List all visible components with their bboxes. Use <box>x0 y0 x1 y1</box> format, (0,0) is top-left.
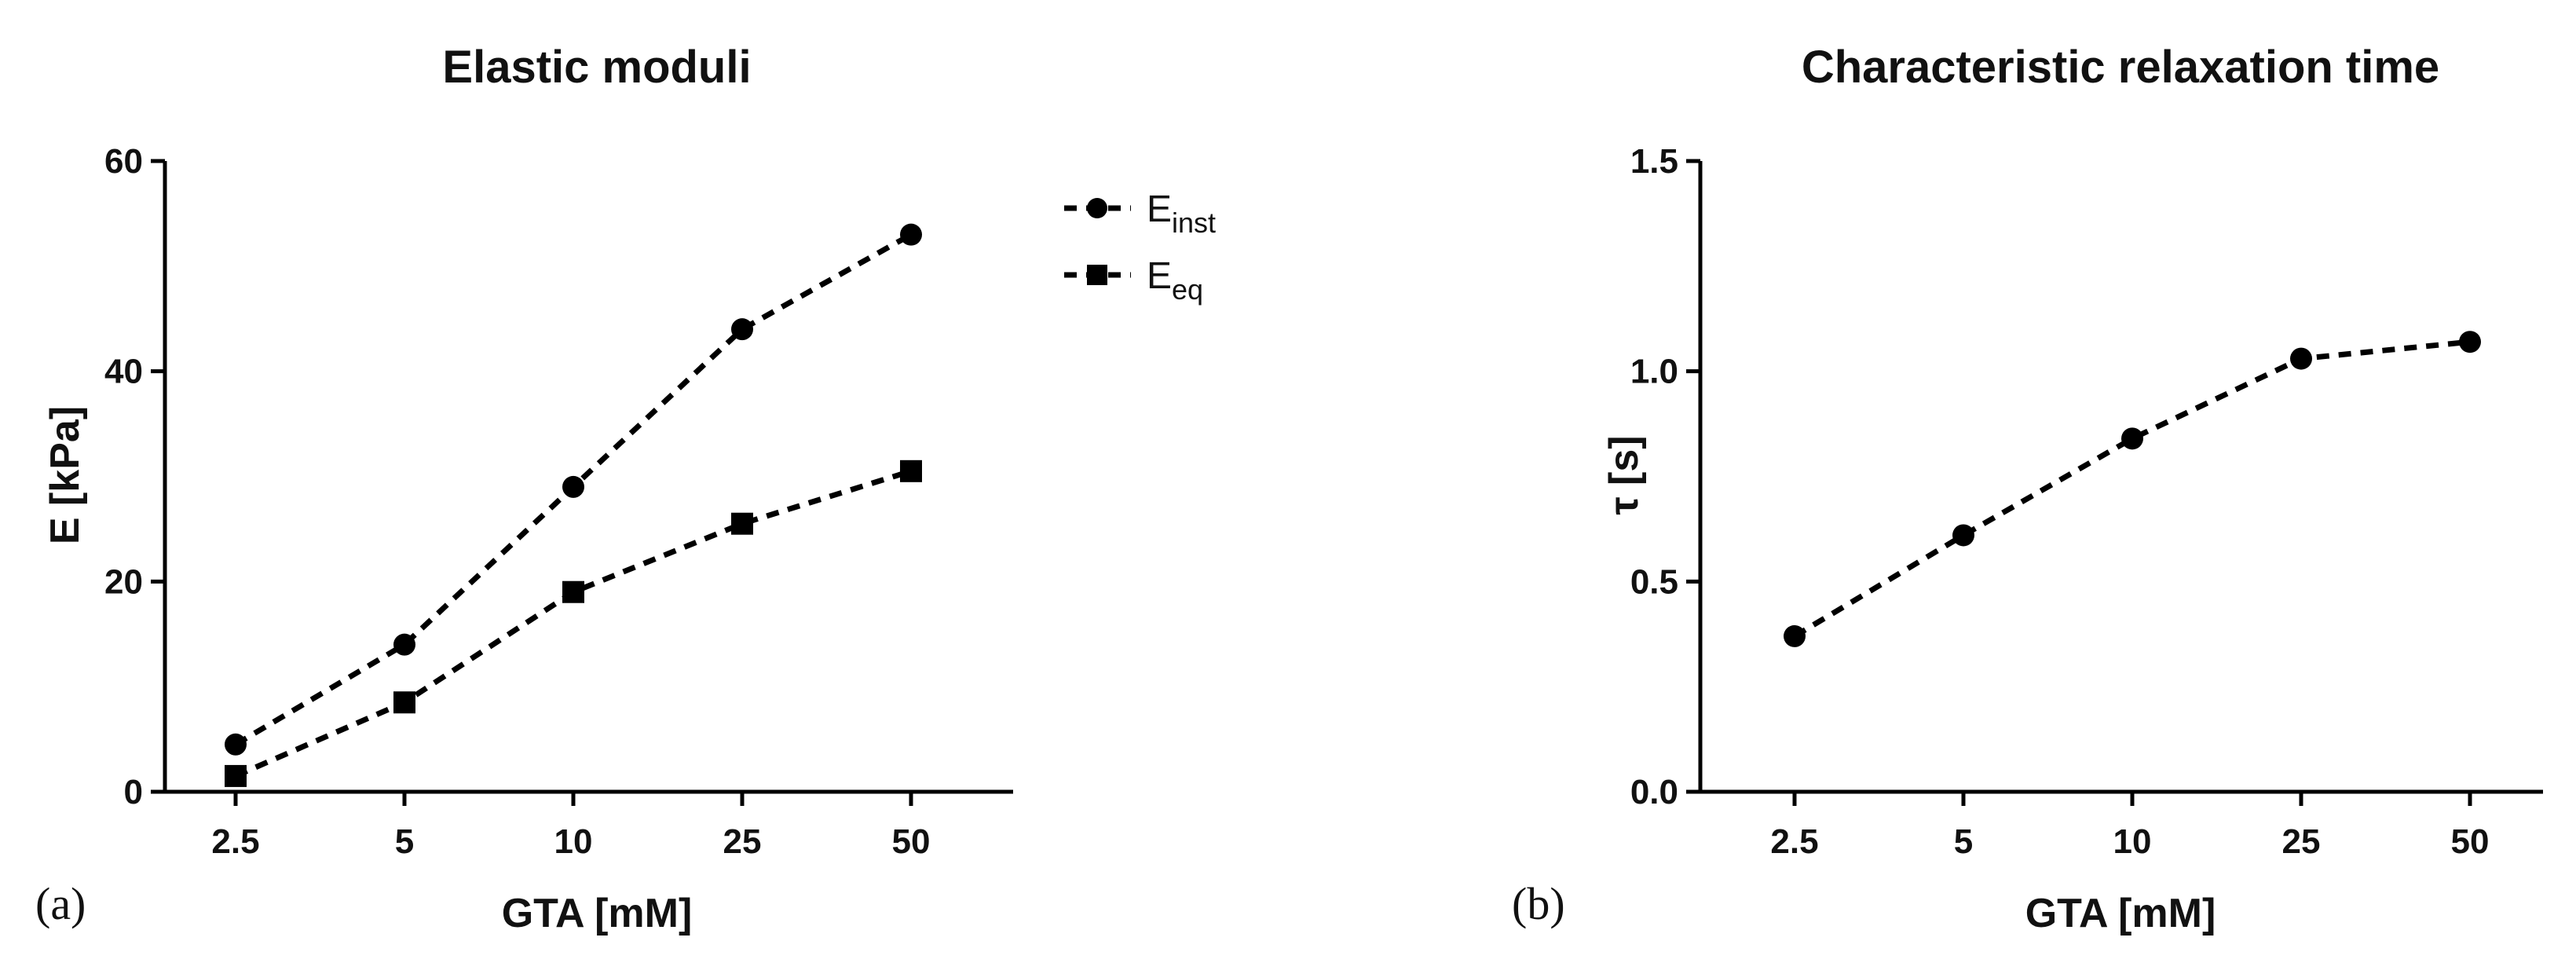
series-line-s0 <box>1793 339 2471 639</box>
panel-label: (b) <box>1512 878 1565 929</box>
y-tick-label: 1.5 <box>1630 142 1678 181</box>
x-tick-label: 50 <box>2451 822 2490 861</box>
data-point-square <box>562 580 584 603</box>
data-point-circle <box>225 733 247 756</box>
y-tick-label: 40 <box>104 353 143 391</box>
data-point-circle <box>393 633 415 656</box>
legend-item-inst: Einst <box>1064 189 1216 239</box>
panel-a-elastic-moduli: Elastic moduli E [kPa] GTA [mM] (a) 0 20 4… <box>35 42 1216 936</box>
legend: Einst Eeq <box>1064 189 1216 306</box>
data-point-circle <box>731 318 753 341</box>
x-tick-label: 50 <box>892 822 931 861</box>
series-line-eq <box>234 468 913 779</box>
plot-area: 0 20 40 60 2.5 5 10 25 50 <box>104 142 1013 861</box>
chart-title: Elastic moduli <box>442 42 751 93</box>
data-point-square <box>900 460 922 482</box>
data-point-circle <box>562 475 584 498</box>
y-tick-label: 1.0 <box>1630 353 1678 391</box>
x-tick-label: 25 <box>2282 822 2321 861</box>
chart-title: Characteristic relaxation time <box>1802 42 2439 93</box>
panel-b-relaxation-time: Characteristic relaxation time τ [s] GTA… <box>1512 42 2543 936</box>
x-tick-label: 25 <box>723 822 762 861</box>
data-point-circle <box>900 223 922 246</box>
plot-area: 0.0 0.5 1.0 1.5 2.5 5 10 25 50 <box>1630 142 2543 861</box>
x-tick-label: 10 <box>554 822 593 861</box>
y-tick-label: 20 <box>104 562 143 601</box>
x-axis-label: GTA [mM] <box>2025 891 2216 936</box>
legend-item-eq: Eeq <box>1064 255 1203 306</box>
data-point-circle <box>1952 524 1974 547</box>
legend-marker-circle <box>1087 198 1107 218</box>
y-tick-label: 60 <box>104 142 143 181</box>
y-axis-label: E [kPa] <box>42 406 88 544</box>
x-tick-label: 10 <box>2113 822 2152 861</box>
data-point-circle <box>2290 347 2312 370</box>
data-point-square <box>393 691 415 714</box>
data-point-circle <box>1784 624 1806 647</box>
data-point-square <box>225 764 247 787</box>
x-tick-label: 2.5 <box>211 822 259 861</box>
legend-marker-square <box>1087 265 1107 285</box>
data-point-square <box>731 512 753 535</box>
panel-label: (a) <box>35 878 86 929</box>
y-tick-label: 0.5 <box>1630 562 1678 601</box>
x-tick-label: 5 <box>395 822 414 861</box>
y-tick-label: 0.0 <box>1630 773 1678 811</box>
legend-label: Eeq <box>1147 255 1203 306</box>
y-axis-label: τ [s] <box>1601 435 1647 514</box>
x-axis-label: GTA [mM] <box>502 891 693 936</box>
data-point-circle <box>2121 427 2143 450</box>
data-point-circle <box>2459 331 2481 353</box>
legend-label: Einst <box>1147 189 1216 239</box>
x-tick-label: 5 <box>1954 822 1973 861</box>
y-tick-label: 0 <box>124 773 143 811</box>
x-tick-label: 2.5 <box>1770 822 1818 861</box>
